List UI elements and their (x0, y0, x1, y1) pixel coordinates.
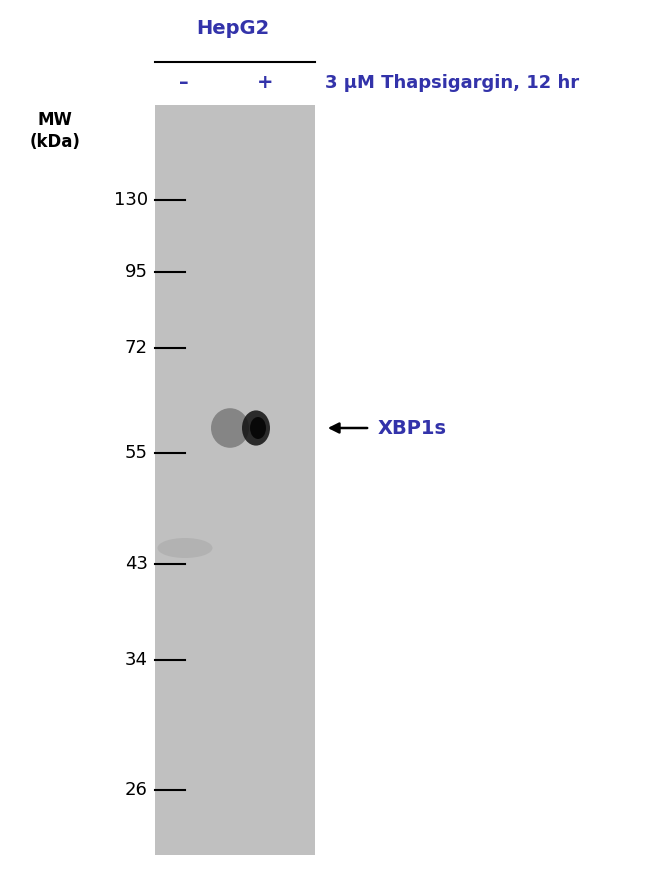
Ellipse shape (211, 408, 249, 447)
Text: 26: 26 (125, 781, 148, 799)
Text: 34: 34 (125, 651, 148, 669)
Text: 55: 55 (125, 444, 148, 462)
Text: +: + (257, 73, 273, 93)
Text: (kDa): (kDa) (29, 133, 81, 151)
Text: 3 μM Thapsigargin, 12 hr: 3 μM Thapsigargin, 12 hr (325, 74, 579, 92)
Text: 43: 43 (125, 555, 148, 573)
Ellipse shape (250, 417, 266, 439)
Text: –: – (179, 73, 188, 93)
Text: 95: 95 (125, 263, 148, 281)
Bar (155, 105, 315, 855)
Text: 130: 130 (114, 191, 148, 209)
Text: HepG2: HepG2 (196, 19, 270, 38)
Text: MW: MW (38, 111, 72, 129)
Ellipse shape (157, 538, 213, 558)
Text: 72: 72 (125, 339, 148, 357)
Text: XBP1s: XBP1s (378, 419, 447, 438)
Ellipse shape (242, 411, 270, 446)
